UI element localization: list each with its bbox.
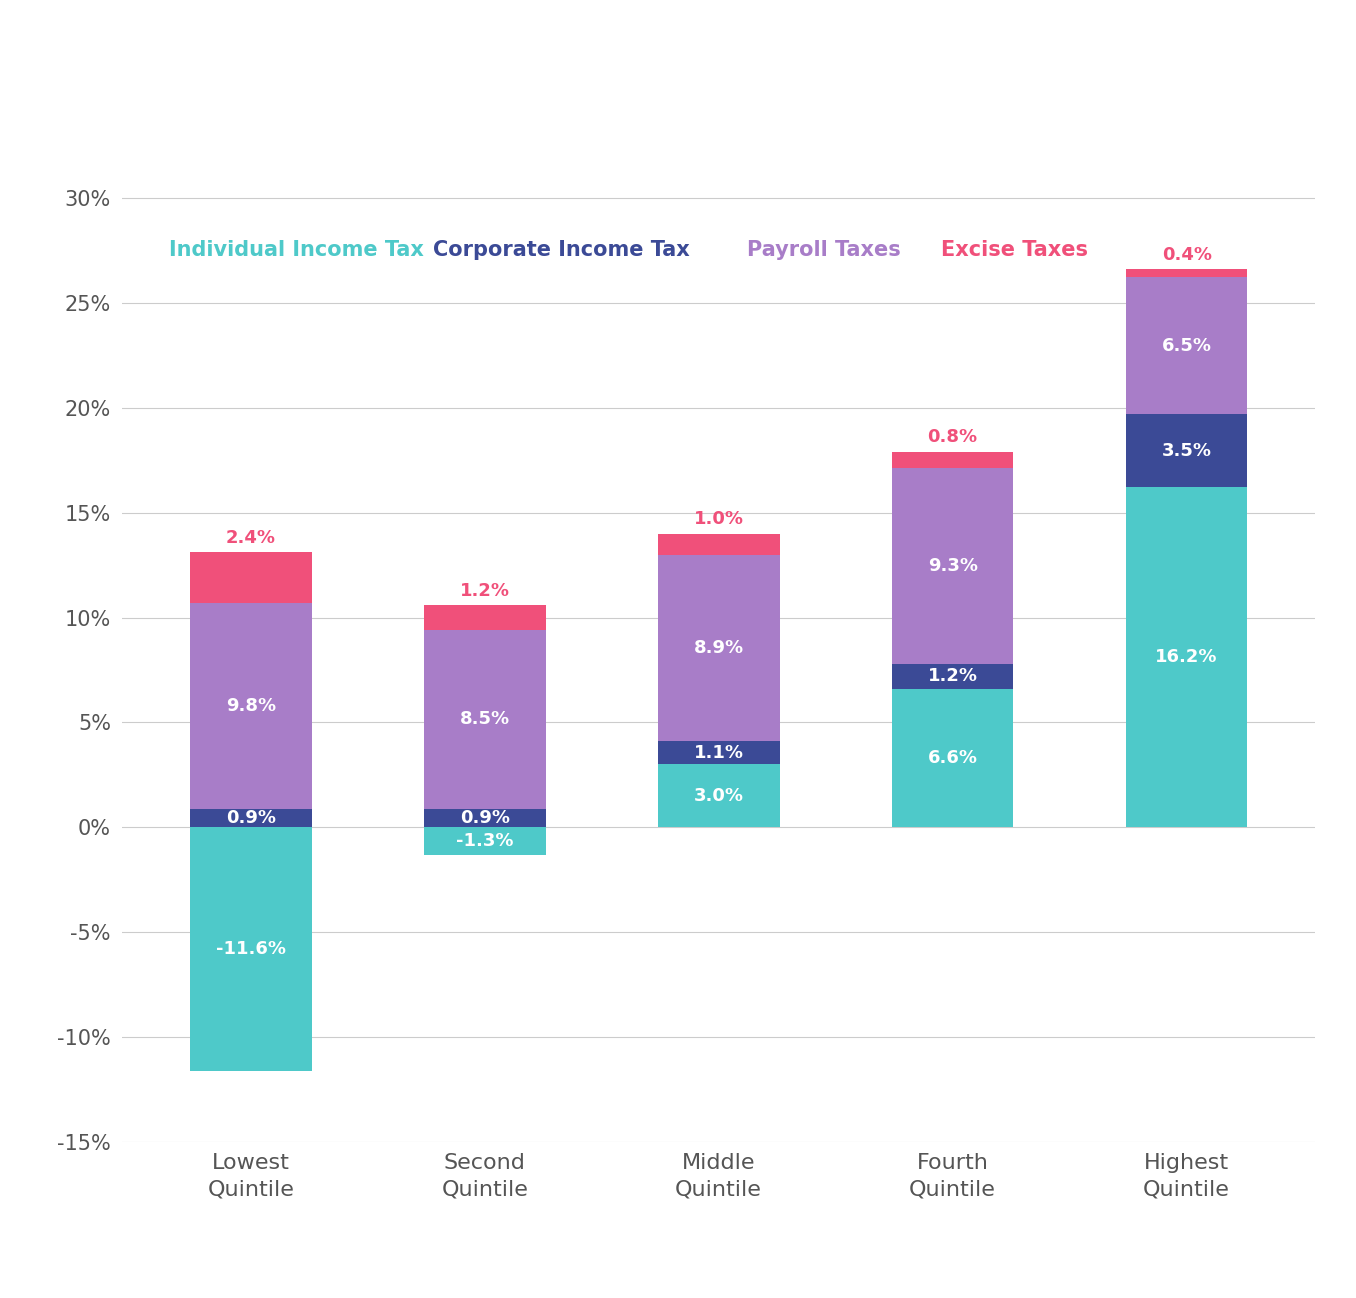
Bar [424,827,545,854]
Bar [190,809,312,827]
Text: 9.3%: 9.3% [928,557,978,575]
Text: 1.2%: 1.2% [928,667,978,685]
Bar [190,553,312,602]
Text: Excise Taxes: Excise Taxes [941,240,1088,260]
Bar [1125,414,1248,487]
Bar [424,605,545,630]
Text: Individual Income Tax: Individual Income Tax [170,240,423,260]
Bar [892,689,1013,827]
Bar [892,663,1013,689]
Text: 3.5%: 3.5% [1162,441,1212,459]
Bar [658,554,780,741]
Text: -1.3%: -1.3% [456,832,514,850]
Text: 9.8%: 9.8% [225,697,275,715]
Text: 0.4%: 0.4% [1162,245,1212,263]
Text: 8.9%: 8.9% [694,639,743,657]
Text: 8.5%: 8.5% [460,710,510,728]
Text: 3.0%: 3.0% [694,787,743,805]
Bar [658,741,780,765]
Text: Corporate Income Tax: Corporate Income Tax [433,240,690,260]
Bar [1125,269,1248,278]
Text: -11.6%: -11.6% [216,940,286,958]
Bar [892,452,1013,469]
Text: Payroll Taxes: Payroll Taxes [747,240,900,260]
Bar [1125,278,1248,414]
Bar [424,809,545,827]
Text: 6.6%: 6.6% [928,749,978,767]
Text: 1.2%: 1.2% [460,582,510,600]
Text: 6.5%: 6.5% [1162,336,1212,354]
Text: 1.0%: 1.0% [694,510,743,528]
Text: 1.1%: 1.1% [694,744,743,762]
Text: 0.8%: 0.8% [928,428,978,447]
Bar [424,630,545,809]
Text: 0.9%: 0.9% [460,809,510,827]
Bar [892,469,1013,663]
Bar [190,827,312,1071]
Text: 2.4%: 2.4% [225,530,275,548]
Text: 0.9%: 0.9% [225,809,275,827]
Bar [1125,487,1248,827]
Bar [190,602,312,809]
Text: 16.2%: 16.2% [1155,649,1218,666]
Bar [658,533,780,554]
Bar [658,765,780,827]
